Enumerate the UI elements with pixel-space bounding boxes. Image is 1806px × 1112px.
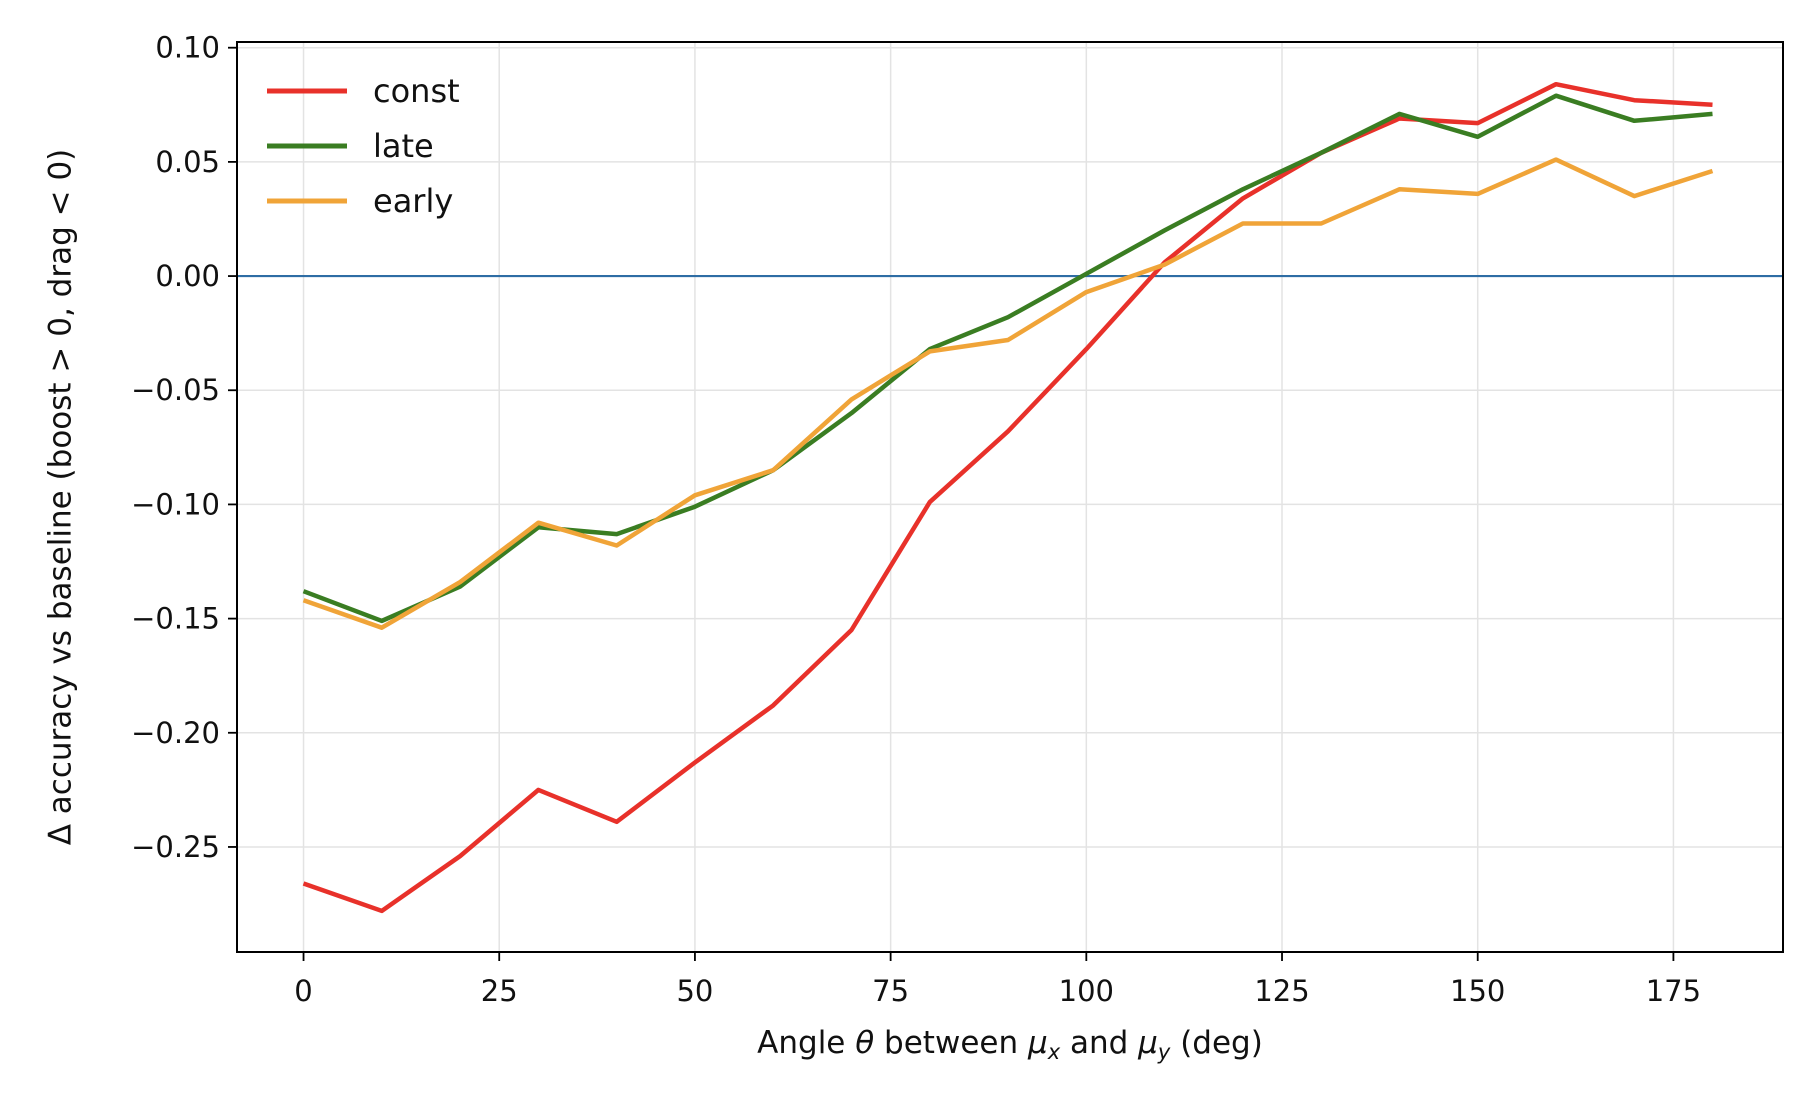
x-axis-label-mu: μ xyxy=(1027,1025,1048,1061)
legend-label-early: early xyxy=(373,182,453,220)
x-axis-label: Angle θ between μx and μy (deg) xyxy=(757,1025,1263,1064)
y-tick-label: −0.05 xyxy=(131,373,220,407)
x-axis-label-part: (deg) xyxy=(1170,1025,1262,1061)
series-line-late xyxy=(302,93,1713,624)
x-tick-label: 25 xyxy=(481,974,518,1008)
x-axis-label-theta: θ xyxy=(855,1025,874,1061)
x-tick-label: 125 xyxy=(1254,974,1309,1008)
x-axis-label-subscript: x xyxy=(1047,1040,1061,1064)
y-tick-label: 0.10 xyxy=(155,31,220,65)
x-tick-label: 100 xyxy=(1059,974,1114,1008)
y-tick-label: −0.15 xyxy=(131,602,220,636)
x-axis-label-part: Angle xyxy=(757,1025,855,1061)
x-axis-label-mu: μ xyxy=(1137,1025,1158,1061)
x-tick-label: 75 xyxy=(872,974,909,1008)
x-tick-label: 150 xyxy=(1450,974,1505,1008)
x-axis-label-part: between xyxy=(874,1025,1028,1061)
x-axis-ticks: 0 25 50 75 100 125 150 175 xyxy=(294,952,1701,1008)
legend-label-const: const xyxy=(373,72,460,110)
y-tick-label: 0.00 xyxy=(155,259,220,293)
series-line-early xyxy=(302,157,1714,630)
plot-frame xyxy=(236,41,1784,953)
y-tick-label: −0.10 xyxy=(131,487,220,521)
y-tick-label: 0.05 xyxy=(155,145,220,179)
y-tick-label: −0.20 xyxy=(131,716,220,750)
data-series xyxy=(302,81,1714,914)
x-axis-label-subscript: y xyxy=(1157,1040,1171,1064)
x-tick-label: 175 xyxy=(1646,974,1701,1008)
series-line-const xyxy=(302,81,1713,914)
x-tick-label: 0 xyxy=(294,974,312,1008)
legend-label-late: late xyxy=(373,127,434,165)
x-axis-label-part: and xyxy=(1060,1025,1138,1061)
y-axis-label: Δ accuracy vs baseline (boost > 0, drag … xyxy=(43,149,79,846)
legend: const late early xyxy=(267,72,460,220)
y-axis-ticks: 0.10 0.05 0.00 −0.05 −0.10 −0.15 −0.20 −0.25 xyxy=(131,31,237,864)
x-tick-label: 50 xyxy=(676,974,713,1008)
y-tick-label: −0.25 xyxy=(131,830,220,864)
